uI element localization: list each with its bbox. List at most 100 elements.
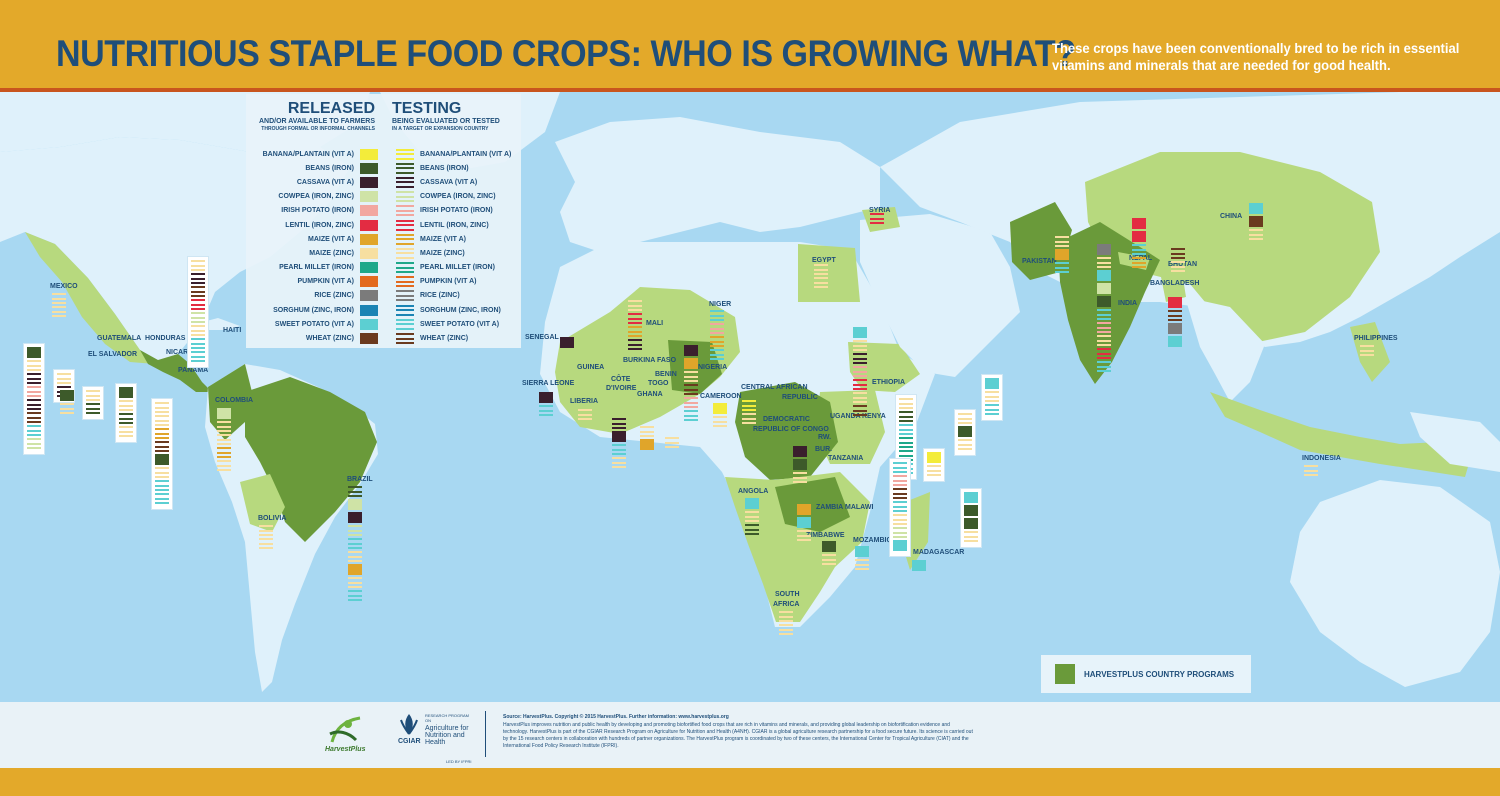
land-central-america <box>140 350 212 392</box>
testing-crop-chip <box>893 527 907 538</box>
legend-released-label: MAIZE (VIT A) <box>307 235 354 243</box>
label-angola: ANGOLA <box>738 488 769 495</box>
legend-testing-list: BANANA/PLANTAIN (VIT A) BEANS (IRON) CASSA… <box>396 147 521 346</box>
legend-released-row: WHEAT (ZINC) <box>246 331 378 345</box>
testing-crop-chip <box>155 480 169 491</box>
land-australia <box>1290 480 1500 687</box>
released-crop-chip <box>855 546 869 557</box>
testing-crop-chip <box>1097 361 1111 372</box>
testing-crop-chip <box>191 273 205 284</box>
testing-crop-chip <box>348 538 362 549</box>
legend-testing-label: WHEAT (ZINC) <box>420 335 469 343</box>
testing-crop-chip <box>191 338 205 349</box>
legend-testing-label: IRISH POTATO (IRON) <box>420 207 493 215</box>
land-egypt <box>798 244 860 302</box>
testing-crop-chip <box>578 409 592 420</box>
legend-released-label: PUMPKIN (VIT A) <box>297 278 354 286</box>
testing-crop-chip <box>710 336 724 347</box>
testing-crop-chip <box>745 524 759 535</box>
testing-crop-chip <box>217 421 231 432</box>
testing-crop-chip <box>1171 248 1185 259</box>
legend-released-row: SORGHUM (ZINC, IRON) <box>246 303 378 317</box>
legend-released-header: RELEASED AND/OR AVAILABLE TO FARMERS THR… <box>250 100 375 133</box>
legend-released-swatch <box>360 162 378 174</box>
testing-crop-chip <box>348 551 362 562</box>
land-nepal <box>1118 252 1150 270</box>
released-crop-chip <box>27 347 41 358</box>
testing-crop-chip <box>60 403 74 414</box>
testing-crop-chip <box>893 514 907 525</box>
legend-released-row: LENTIL (IRON, ZINC) <box>246 218 378 232</box>
testing-crop-chip <box>779 624 793 635</box>
land-pakistan <box>1010 202 1072 280</box>
legend-testing-label: COWPEA (IRON, ZINC) <box>420 193 496 201</box>
testing-crop-chip <box>628 339 642 350</box>
testing-crop-chip <box>1097 257 1111 268</box>
released-crop-chip <box>119 387 133 398</box>
legend-released-label: CASSAVA (VIT A) <box>296 178 354 186</box>
land-philippines <box>1350 322 1390 382</box>
label-senegal: SENEGAL <box>525 334 559 341</box>
legend-released-label: BANANA/PLANTAIN (VIT A) <box>262 150 354 158</box>
testing-crop-chip <box>1097 348 1111 359</box>
legend-testing-swatch <box>396 333 414 345</box>
led-by: LED BY IFPRI <box>446 759 472 764</box>
released-crop-chip <box>822 541 836 552</box>
legend-released-title: RELEASED <box>287 100 375 117</box>
released-crop-chip <box>964 505 978 516</box>
label-south: SOUTH <box>775 591 800 598</box>
legend-released-label: LENTIL (IRON, ZINC) <box>285 221 354 229</box>
label-brazil: BRAZIL <box>347 476 373 483</box>
released-crop-chip <box>684 358 698 369</box>
testing-crop-chip <box>899 424 913 435</box>
testing-crop-chip <box>191 260 205 271</box>
testing-crop-chip <box>155 493 169 504</box>
legend-released-label: PEARL MILLET (IRON) <box>279 264 354 272</box>
label-mozambique: MOZAMBIQUE <box>853 537 902 544</box>
legend-released-swatch <box>360 304 378 316</box>
testing-crop-chip <box>119 426 133 437</box>
label-china: CHINA <box>1220 213 1243 220</box>
testing-crop-chip <box>793 472 807 483</box>
label-republic-of-congo: REPUBLIC OF CONGO <box>753 426 829 433</box>
legend-testing-swatch <box>396 176 414 188</box>
legend-testing-swatch <box>396 318 414 330</box>
testing-crop-chip <box>259 525 273 536</box>
testing-crop-chip <box>217 460 231 471</box>
released-crop-chip <box>217 408 231 419</box>
testing-crop-chip <box>52 306 66 317</box>
testing-crop-chip <box>893 462 907 473</box>
page-subtitle: These crops have been conventionally bre… <box>1052 40 1460 73</box>
label-rwanda: RW. <box>818 434 832 441</box>
released-crop-chip <box>1097 283 1111 294</box>
released-crop-chip <box>1097 270 1111 281</box>
testing-crop-chip <box>853 340 867 351</box>
testing-crop-chip <box>853 392 867 403</box>
testing-crop-chip <box>899 411 913 422</box>
testing-crop-chip <box>27 373 41 384</box>
released-crop-chip <box>853 327 867 338</box>
released-crop-chip <box>155 454 169 465</box>
header-rule <box>0 88 1500 92</box>
legend-testing-swatch <box>396 276 414 288</box>
legend-released-row: IRISH POTATO (IRON) <box>246 204 378 218</box>
released-crop-chip <box>640 439 654 450</box>
legend-testing-label: MAIZE (ZINC) <box>420 249 465 257</box>
label-republic: REPUBLIC <box>782 394 818 401</box>
released-crop-chip <box>1168 297 1182 308</box>
legend-testing-label: RICE (ZINC) <box>420 292 460 300</box>
testing-crop-chip <box>52 293 66 304</box>
label-kenya: KENYA <box>862 413 886 420</box>
label-panama: PANAMA <box>178 367 209 374</box>
testing-crop-chip <box>710 349 724 360</box>
land-china <box>1085 152 1380 342</box>
testing-crop-chip <box>742 413 756 424</box>
label-uganda: UGANDA <box>830 413 861 420</box>
testing-crop-chip <box>964 531 978 542</box>
testing-crop-chip <box>1360 345 1374 356</box>
testing-crop-chip <box>684 371 698 382</box>
testing-crop-chip <box>1097 309 1111 320</box>
land-drc <box>735 382 838 480</box>
cgiar-logo-text: CGIAR <box>398 738 421 745</box>
legend-testing-row: BEANS (IRON) <box>396 161 521 175</box>
